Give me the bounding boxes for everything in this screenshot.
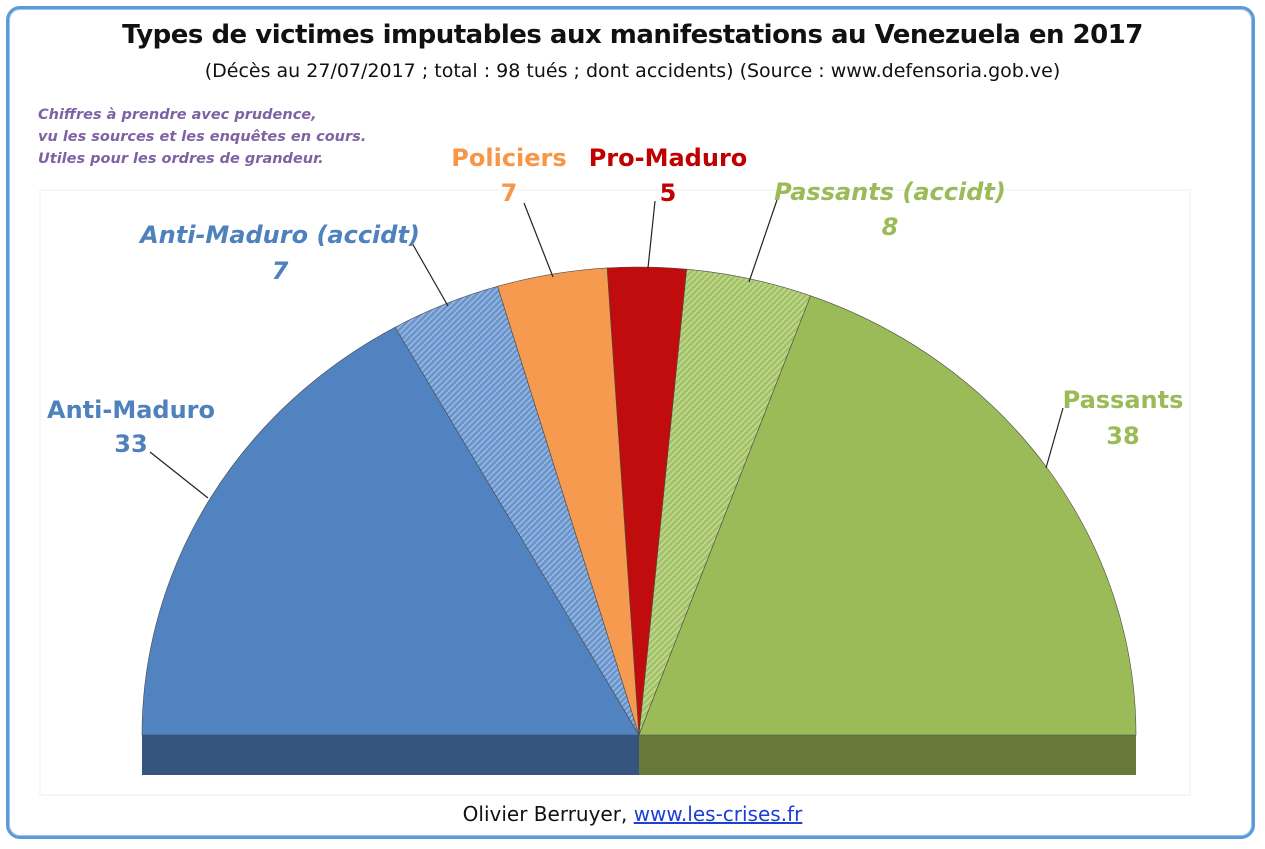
chart-frame bbox=[6, 6, 1255, 839]
slice-value: 7 bbox=[501, 179, 518, 207]
slice-label: Passants (accidt) bbox=[774, 178, 1006, 206]
slice-label: Passants bbox=[1063, 386, 1184, 414]
author-text: Olivier Berruyer, bbox=[462, 802, 634, 826]
base-right bbox=[639, 735, 1136, 775]
leader-line bbox=[748, 199, 778, 283]
leader-line bbox=[523, 202, 554, 278]
caution-note: Chiffres à prendre avec prudence, vu les… bbox=[38, 107, 367, 167]
slice-label: Anti-Maduro (accidt) bbox=[138, 221, 420, 249]
credit-line: Olivier Berruyer, www.les-crises.fr bbox=[0, 802, 1265, 826]
slice-label: Pro-Maduro bbox=[589, 144, 748, 172]
slice-value: 33 bbox=[114, 430, 147, 458]
slice-value: 7 bbox=[272, 257, 289, 285]
chart-subtitle: (Décès au 27/07/2017 ; total : 98 tués ;… bbox=[204, 60, 1061, 82]
slice-value: 8 bbox=[882, 213, 899, 241]
leader-line bbox=[1045, 407, 1064, 469]
base-left bbox=[142, 735, 639, 775]
slice-anti-maduro bbox=[141, 326, 640, 736]
slice-label: Policiers bbox=[451, 144, 566, 172]
site-link[interactable]: www.les-crises.fr bbox=[633, 802, 803, 826]
leader-line bbox=[647, 200, 656, 269]
slice-label: Anti-Maduro bbox=[47, 396, 215, 424]
leader-line bbox=[411, 242, 449, 307]
leader-line bbox=[149, 451, 209, 499]
chart-title: Types de victimes imputables aux manifes… bbox=[122, 20, 1143, 50]
slice-value: 5 bbox=[660, 179, 677, 207]
slice-value: 38 bbox=[1106, 422, 1139, 450]
